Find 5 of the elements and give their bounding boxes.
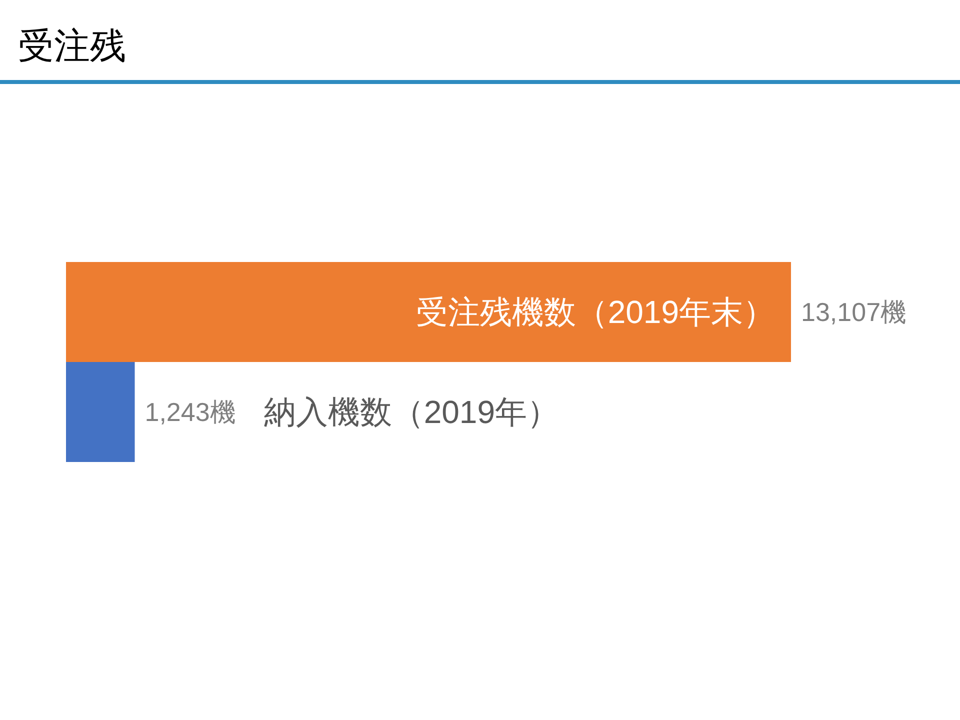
y-tick-label: 受注残機数（2019年末） [416, 294, 775, 330]
data-label: 1,243機 [144, 397, 236, 427]
chart-title: 受注残 [18, 25, 126, 66]
y-tick-label: 納入機数（2019年） [264, 394, 560, 430]
data-label: 13,107機 [801, 297, 907, 327]
